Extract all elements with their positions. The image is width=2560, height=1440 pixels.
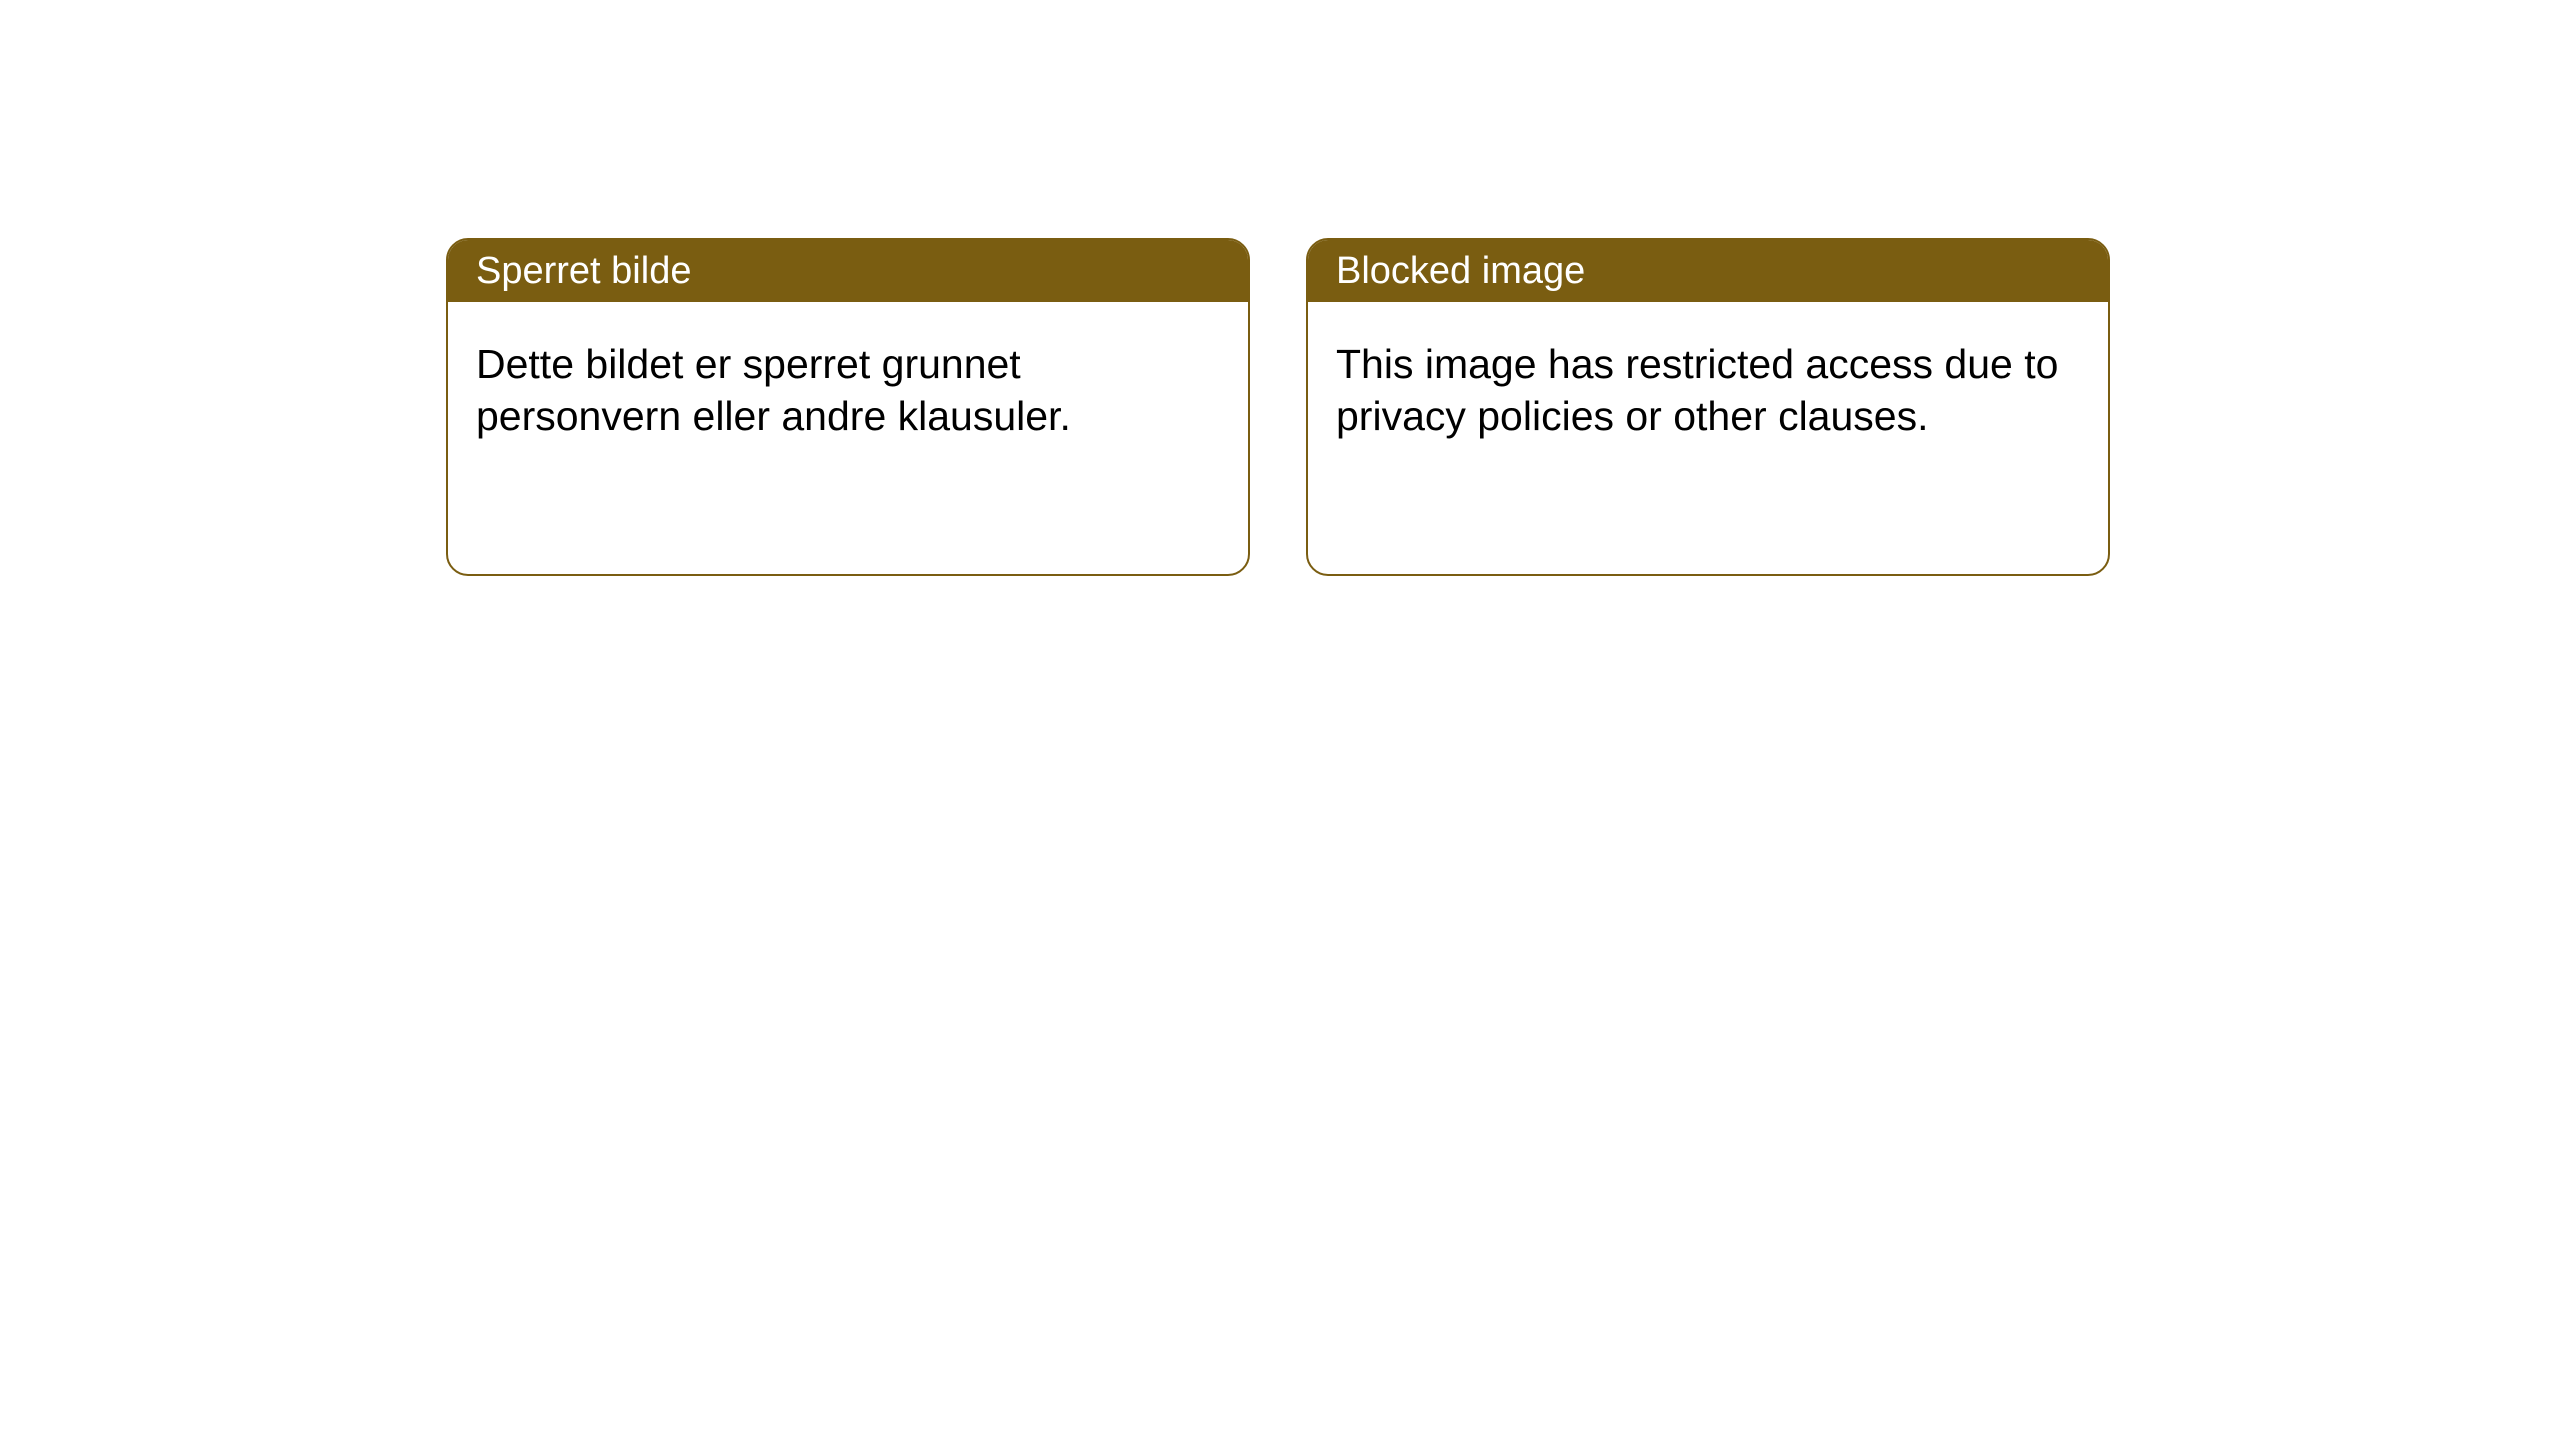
notice-cards-container: Sperret bilde Dette bildet er sperret gr…: [0, 0, 2560, 576]
notice-card-norwegian: Sperret bilde Dette bildet er sperret gr…: [446, 238, 1250, 576]
card-title: Sperret bilde: [476, 250, 691, 293]
notice-card-english: Blocked image This image has restricted …: [1306, 238, 2110, 576]
card-header: Blocked image: [1308, 240, 2108, 302]
card-message: This image has restricted access due to …: [1336, 341, 2058, 439]
card-header: Sperret bilde: [448, 240, 1248, 302]
card-message: Dette bildet er sperret grunnet personve…: [476, 341, 1071, 439]
card-body: This image has restricted access due to …: [1308, 302, 2108, 479]
card-title: Blocked image: [1336, 250, 1585, 293]
card-body: Dette bildet er sperret grunnet personve…: [448, 302, 1248, 479]
